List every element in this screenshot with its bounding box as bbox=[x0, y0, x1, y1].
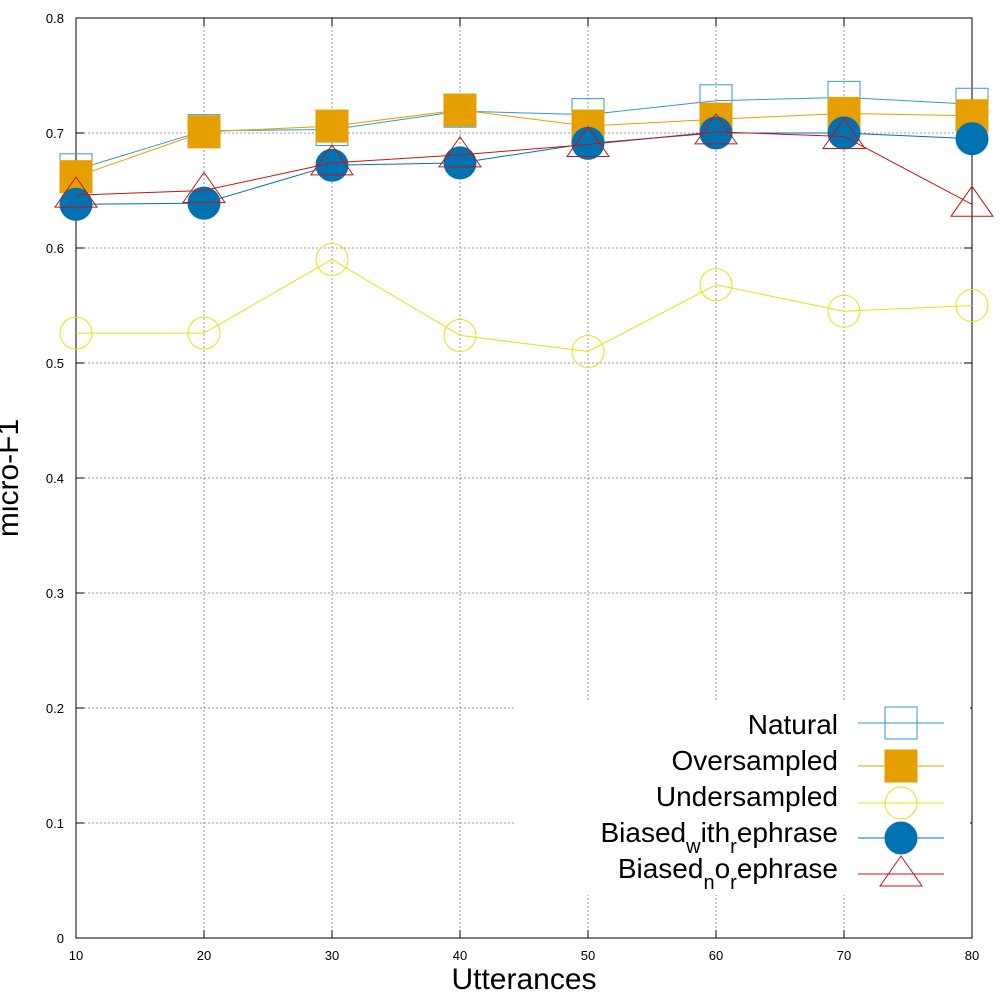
data-point bbox=[54, 176, 98, 208]
data-point bbox=[187, 186, 221, 220]
y-tick-label: 0.1 bbox=[46, 816, 64, 831]
data-point bbox=[699, 268, 733, 302]
legend-samples bbox=[858, 706, 944, 887]
series-line bbox=[75, 109, 973, 178]
series-2 bbox=[59, 243, 989, 368]
x-tick-label: 40 bbox=[453, 948, 467, 963]
x-tick-label: 10 bbox=[69, 948, 83, 963]
data-point bbox=[438, 135, 482, 168]
x-tick-label: 80 bbox=[965, 948, 979, 963]
y-tick-label: 0.6 bbox=[46, 241, 64, 256]
data-point bbox=[955, 289, 989, 322]
data-point bbox=[827, 294, 861, 328]
series-1 bbox=[59, 93, 989, 194]
data-point bbox=[187, 115, 221, 149]
y-tick-labels: 0 0.1 0.2 0.3 0.4 0.5 0.6 0.7 0.8 bbox=[46, 11, 64, 946]
y-tick-label: 0 bbox=[57, 931, 64, 946]
y-tick-label: 0.4 bbox=[46, 471, 64, 486]
data-point bbox=[59, 316, 93, 350]
data-point bbox=[955, 122, 989, 156]
data-point bbox=[443, 318, 477, 352]
data-point bbox=[694, 112, 738, 145]
y-tick-label: 0.7 bbox=[46, 126, 64, 141]
legend-marker-sample bbox=[884, 749, 918, 783]
data-point bbox=[566, 125, 610, 157]
legend-label-biased-with-rephrase: Biasedwithrephrase bbox=[600, 817, 838, 858]
data-point bbox=[59, 187, 93, 221]
data-point bbox=[822, 117, 866, 149]
series-line bbox=[75, 131, 973, 205]
x-tick-label: 50 bbox=[581, 948, 595, 963]
x-axis-title: Utterances bbox=[451, 963, 596, 996]
legend-label-undersampled: Undersampled bbox=[656, 781, 838, 812]
series-layer bbox=[54, 80, 994, 368]
legend-marker-sample bbox=[879, 855, 923, 887]
y-tick-label: 0.5 bbox=[46, 356, 64, 371]
data-point bbox=[182, 171, 226, 203]
x-tick-label: 20 bbox=[197, 948, 211, 963]
y-axis-title: micro-F1 bbox=[0, 419, 25, 537]
data-point bbox=[187, 316, 221, 350]
legend-marker-sample bbox=[884, 706, 918, 740]
legend-background bbox=[515, 700, 970, 895]
data-point bbox=[827, 116, 861, 150]
x-tick-labels: 10 20 30 40 50 60 70 80 bbox=[69, 948, 979, 963]
legend-label-natural: Natural bbox=[748, 709, 838, 740]
legend-marker-sample bbox=[884, 821, 918, 855]
legend-label-biased-no-rephrase: Biasednorephrase bbox=[618, 853, 838, 894]
data-point bbox=[315, 109, 349, 143]
x-tick-label: 60 bbox=[709, 948, 723, 963]
legend-marker-sample bbox=[884, 786, 918, 820]
series-4 bbox=[54, 112, 994, 217]
legend: Natural Oversampled Undersampled Biasedw… bbox=[515, 700, 970, 895]
data-point bbox=[950, 185, 994, 217]
y-tick-label: 0.8 bbox=[46, 11, 64, 26]
y-tick-label: 0.2 bbox=[46, 701, 64, 716]
x-tick-label: 70 bbox=[837, 948, 851, 963]
data-point bbox=[310, 144, 354, 176]
series-line bbox=[76, 258, 973, 353]
series-line bbox=[75, 132, 973, 205]
legend-label-oversampled: Oversampled bbox=[671, 745, 838, 776]
data-point bbox=[315, 243, 349, 276]
x-tick-label: 30 bbox=[325, 948, 339, 963]
y-tick-label: 0.3 bbox=[46, 586, 64, 601]
data-point bbox=[443, 146, 477, 180]
data-point bbox=[443, 93, 477, 127]
data-point bbox=[571, 335, 605, 368]
